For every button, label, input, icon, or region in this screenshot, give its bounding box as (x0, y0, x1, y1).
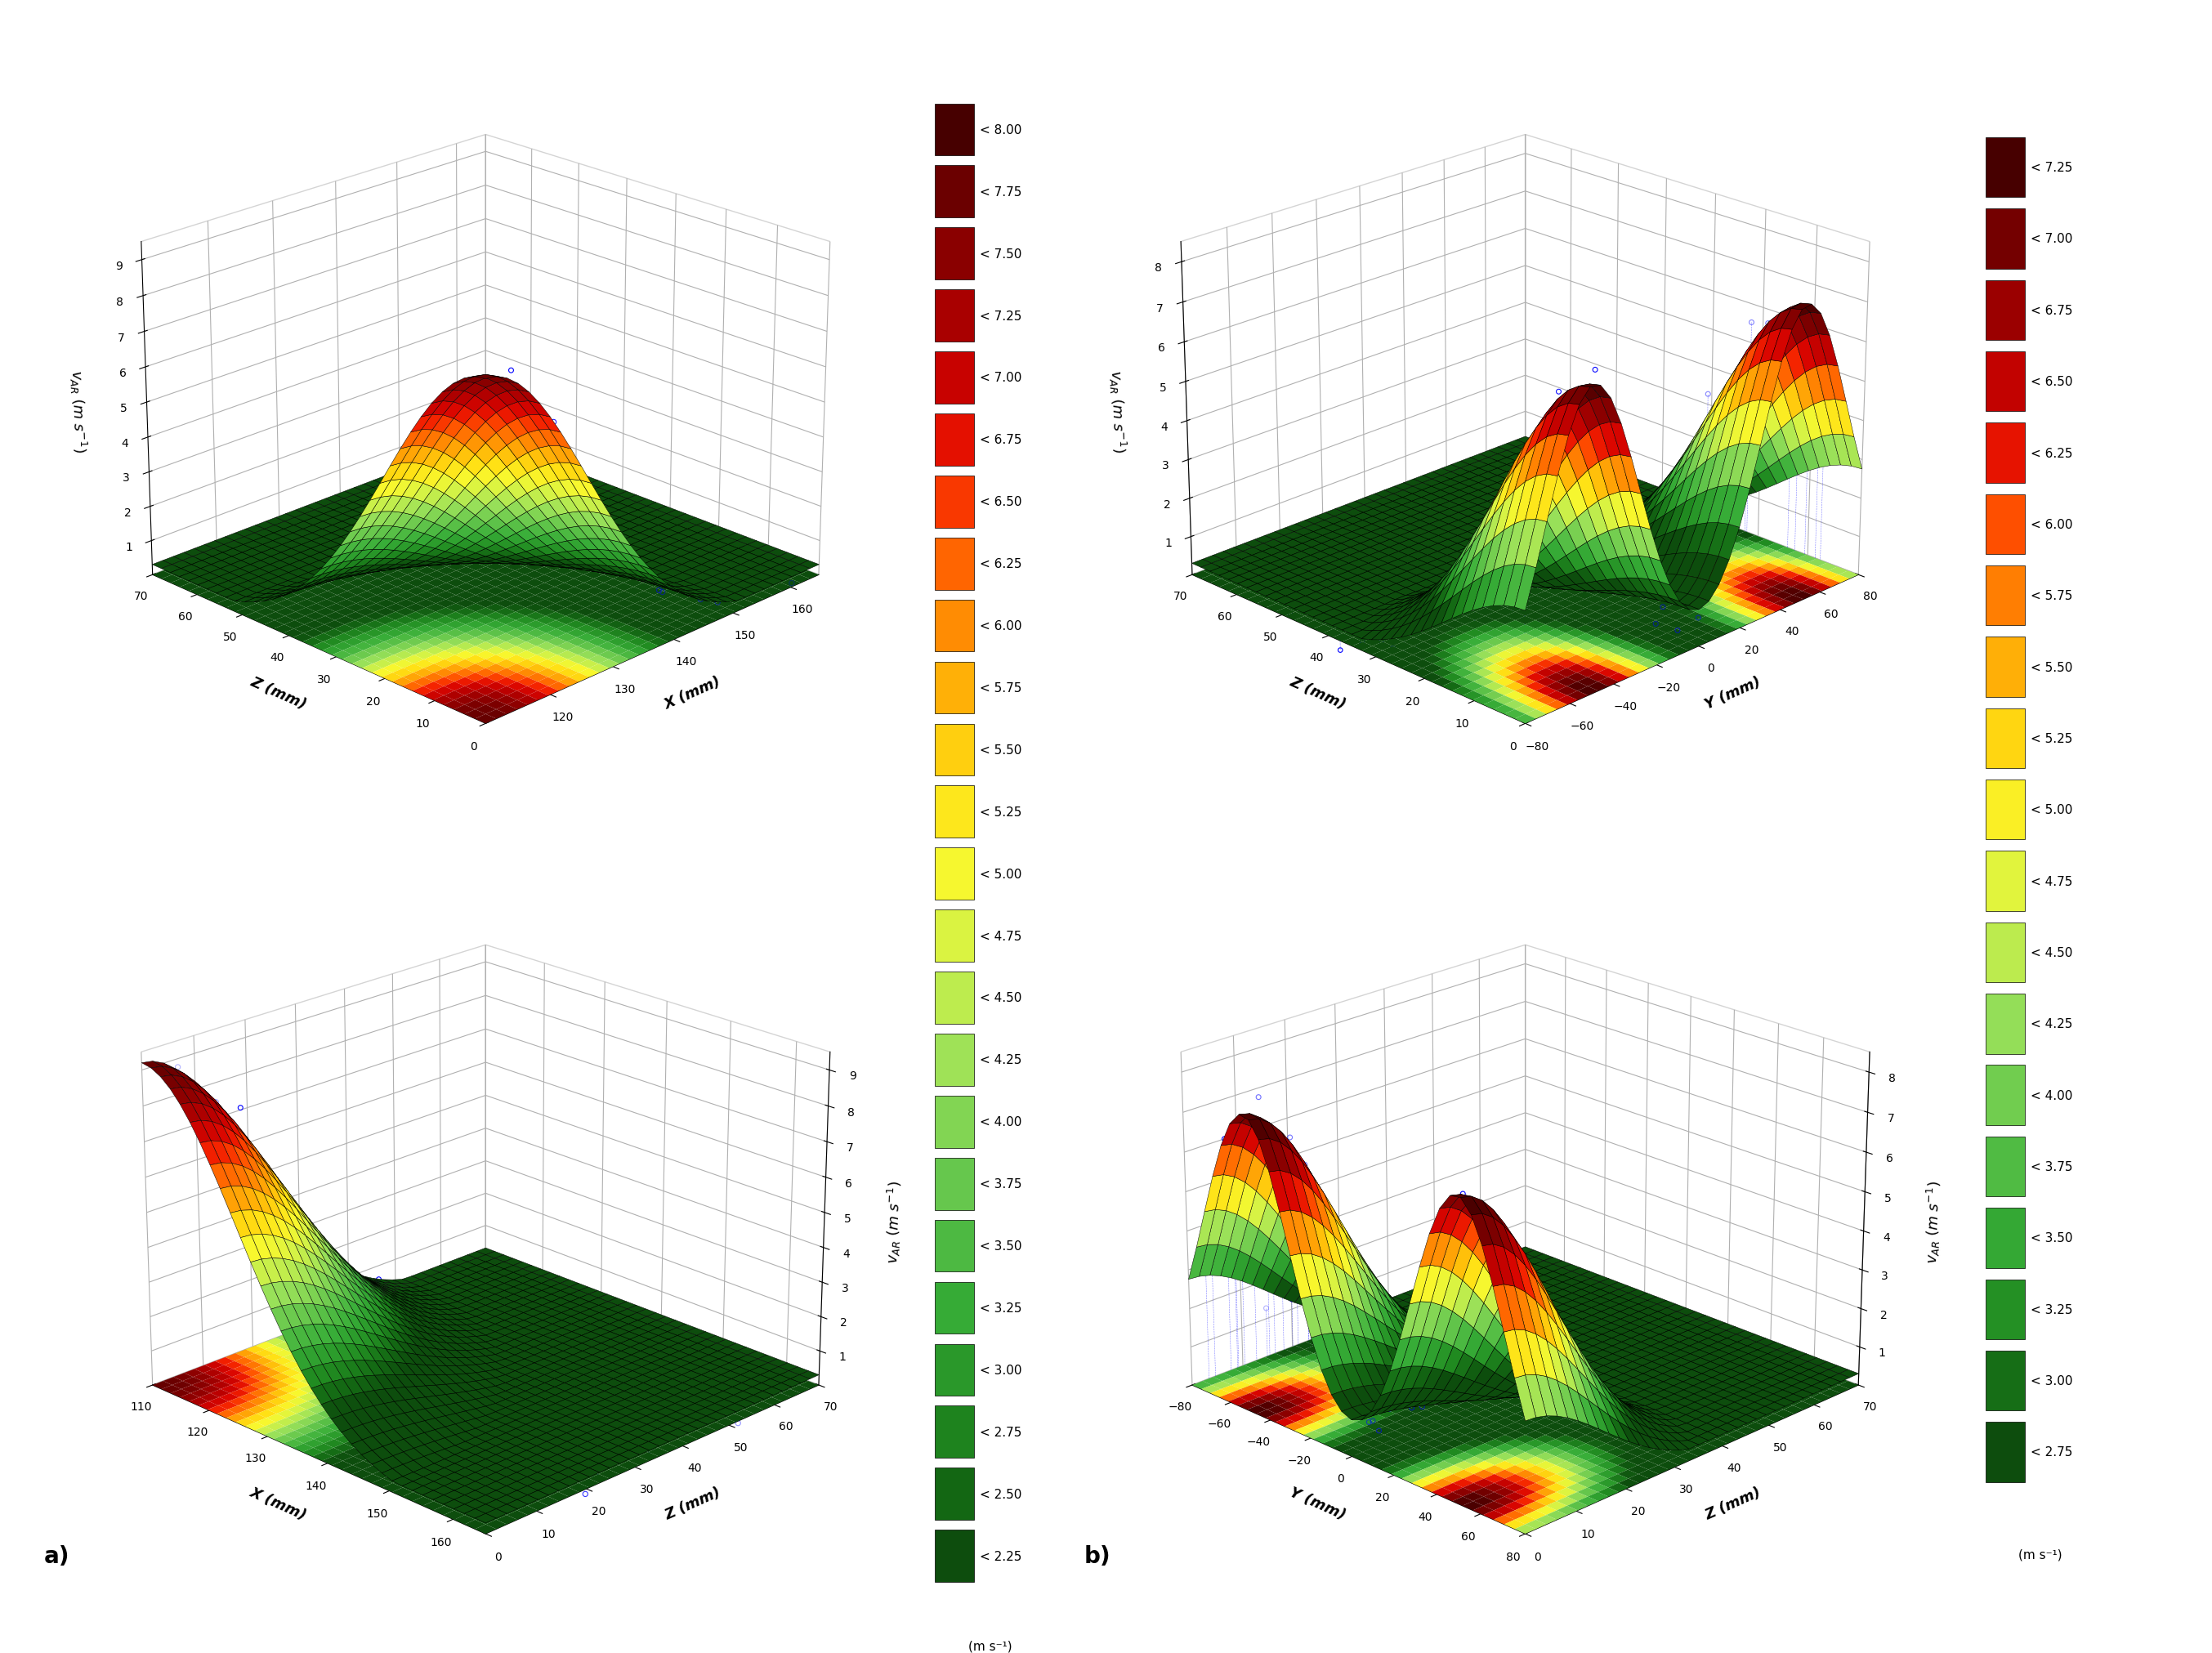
Bar (1986, 851, 2024, 911)
Text: < 8.00: < 8.00 (980, 124, 1022, 136)
Bar (1986, 137, 2024, 198)
Bar (936, 104, 973, 157)
Bar (936, 1468, 973, 1521)
Text: < 4.25: < 4.25 (2031, 1018, 2073, 1030)
Text: < 5.75: < 5.75 (980, 683, 1022, 694)
Text: < 4.50: < 4.50 (980, 992, 1022, 1003)
Y-axis label: Z (mm): Z (mm) (1287, 674, 1347, 712)
Bar (936, 1531, 973, 1582)
Bar (936, 1405, 973, 1458)
Text: < 5.00: < 5.00 (2031, 803, 2073, 817)
Text: < 3.25: < 3.25 (980, 1303, 1022, 1314)
Bar (936, 1096, 973, 1147)
Text: < 3.75: < 3.75 (2031, 1160, 2073, 1172)
Text: < 5.25: < 5.25 (980, 807, 1022, 818)
Bar (1986, 993, 2024, 1055)
Text: < 6.50: < 6.50 (2031, 375, 2073, 388)
Text: < 6.75: < 6.75 (2031, 304, 2073, 317)
Text: < 5.50: < 5.50 (980, 744, 1022, 755)
Text: < 6.25: < 6.25 (2031, 448, 2073, 460)
Text: < 6.25: < 6.25 (980, 559, 1022, 570)
Bar (1986, 1351, 2024, 1410)
Bar (936, 228, 973, 279)
Bar (1986, 1137, 2024, 1197)
Text: < 4.50: < 4.50 (2031, 947, 2073, 959)
Text: < 6.00: < 6.00 (2031, 519, 2073, 531)
Bar (936, 291, 973, 342)
Text: < 2.25: < 2.25 (980, 1551, 1022, 1562)
Text: < 7.25: < 7.25 (2031, 162, 2073, 174)
Text: < 7.00: < 7.00 (2031, 233, 2073, 245)
Y-axis label: Z (mm): Z (mm) (664, 1484, 723, 1522)
Bar (936, 600, 973, 651)
Bar (936, 476, 973, 529)
Bar (1986, 281, 2024, 341)
Text: < 3.75: < 3.75 (980, 1179, 1022, 1190)
Text: < 7.50: < 7.50 (980, 248, 1022, 260)
Text: < 4.75: < 4.75 (980, 931, 1022, 942)
Text: < 4.75: < 4.75 (2031, 874, 2073, 888)
Text: < 3.00: < 3.00 (980, 1364, 1022, 1375)
X-axis label: Y (mm): Y (mm) (1287, 1484, 1347, 1522)
Text: < 4.00: < 4.00 (980, 1116, 1022, 1127)
Text: < 3.50: < 3.50 (980, 1240, 1022, 1251)
Text: < 5.75: < 5.75 (2031, 590, 2073, 602)
Bar (1986, 1279, 2024, 1339)
Text: < 4.25: < 4.25 (980, 1055, 1022, 1066)
Y-axis label: Z (mm): Z (mm) (248, 674, 307, 712)
Bar (936, 352, 973, 403)
Bar (1986, 638, 2024, 698)
Text: < 3.00: < 3.00 (2031, 1375, 2073, 1387)
Bar (936, 661, 973, 714)
Text: a): a) (44, 1544, 71, 1567)
X-axis label: X (mm): X (mm) (248, 1484, 310, 1522)
Text: < 6.00: < 6.00 (980, 620, 1022, 631)
Bar (936, 909, 973, 962)
Text: b): b) (1084, 1544, 1110, 1567)
Bar (1986, 922, 2024, 982)
Text: < 7.00: < 7.00 (980, 372, 1022, 383)
Text: < 2.50: < 2.50 (980, 1488, 1022, 1499)
Text: < 7.75: < 7.75 (980, 187, 1022, 198)
Text: (m s⁻¹): (m s⁻¹) (2020, 1549, 2062, 1560)
Text: < 7.25: < 7.25 (980, 311, 1022, 322)
Bar (936, 1035, 973, 1086)
Bar (936, 413, 973, 466)
Y-axis label: Z (mm): Z (mm) (1703, 1484, 1763, 1522)
Bar (1986, 1422, 2024, 1483)
Text: < 5.50: < 5.50 (2031, 661, 2073, 673)
Bar (1986, 565, 2024, 626)
Bar (936, 972, 973, 1023)
Bar (1986, 709, 2024, 769)
Text: < 6.50: < 6.50 (980, 496, 1022, 507)
Bar (936, 1344, 973, 1395)
Text: < 3.50: < 3.50 (2031, 1231, 2073, 1245)
Text: < 4.00: < 4.00 (2031, 1089, 2073, 1101)
Text: < 5.25: < 5.25 (2031, 732, 2073, 746)
Text: < 6.75: < 6.75 (980, 435, 1022, 446)
Bar (1986, 352, 2024, 412)
X-axis label: X (mm): X (mm) (664, 674, 723, 712)
Bar (1986, 210, 2024, 269)
X-axis label: Y (mm): Y (mm) (1703, 674, 1763, 712)
Bar (936, 539, 973, 590)
Bar (936, 785, 973, 838)
Bar (936, 1283, 973, 1334)
Text: < 2.75: < 2.75 (980, 1427, 1022, 1438)
Text: (m s⁻¹): (m s⁻¹) (969, 1640, 1011, 1651)
Bar (1986, 423, 2024, 483)
Bar (1986, 494, 2024, 554)
Text: < 2.75: < 2.75 (2031, 1446, 2073, 1458)
Bar (936, 167, 973, 218)
Bar (1986, 1208, 2024, 1268)
Bar (1986, 1066, 2024, 1126)
Bar (1986, 780, 2024, 840)
Text: < 3.25: < 3.25 (2031, 1303, 2073, 1316)
Text: < 5.00: < 5.00 (980, 868, 1022, 879)
Bar (936, 848, 973, 899)
Bar (936, 1157, 973, 1210)
Bar (936, 1220, 973, 1273)
Bar (936, 724, 973, 775)
